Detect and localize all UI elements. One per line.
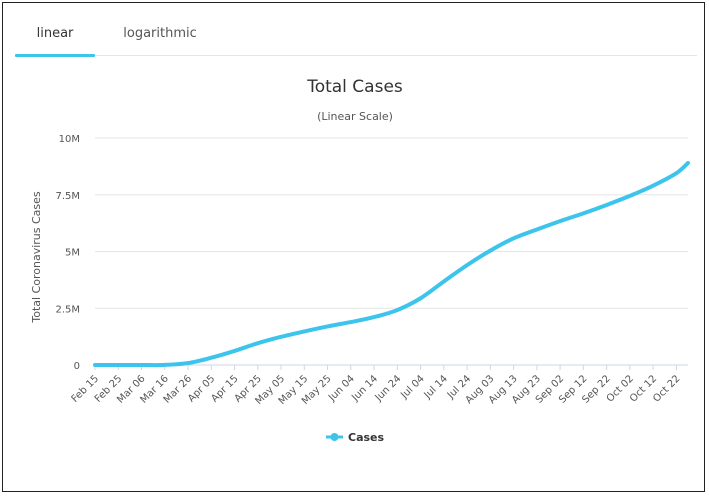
gridlines <box>95 137 688 366</box>
x-tick-label: Jul 04 <box>398 373 426 401</box>
tab-linear-label: linear <box>36 26 74 41</box>
legend-marker <box>330 433 339 441</box>
y-tick-label: 0 <box>74 361 80 372</box>
chart-title: Total Cases <box>306 77 403 97</box>
x-tick-label: Jun 24 <box>373 373 404 404</box>
y-tick-label: 2.5M <box>55 304 80 315</box>
legend-label: Cases <box>348 431 385 444</box>
chart-svg: Total Cases (Linear Scale) Total Coronav… <box>30 77 690 444</box>
chart-frame: linear logarithmic Total Cases (Linear S… <box>2 2 705 492</box>
y-tick-labels: 0 2.5M 5M 7.5M 10M <box>55 134 80 372</box>
x-tick-label: Jun 04 <box>326 373 357 404</box>
x-tick-label: Jul 14 <box>422 373 450 401</box>
tab-logarithmic[interactable]: logarithmic <box>115 3 205 55</box>
series-line-cases[interactable] <box>93 160 690 368</box>
active-tab-indicator <box>15 54 95 57</box>
scale-tabs: linear logarithmic <box>15 3 697 57</box>
y-axis-label: Total Coronavirus Cases <box>30 191 43 324</box>
tab-linear[interactable]: linear <box>15 3 95 57</box>
x-tick-label: Jun 14 <box>349 373 380 404</box>
y-tick-label: 5M <box>65 248 80 259</box>
y-tick-label: 7.5M <box>55 191 80 202</box>
chart-subtitle: (Linear Scale) <box>317 110 393 123</box>
y-tick-label: 10M <box>59 134 80 145</box>
tab-logarithmic-label: logarithmic <box>123 26 197 41</box>
legend[interactable]: Cases <box>326 431 385 444</box>
